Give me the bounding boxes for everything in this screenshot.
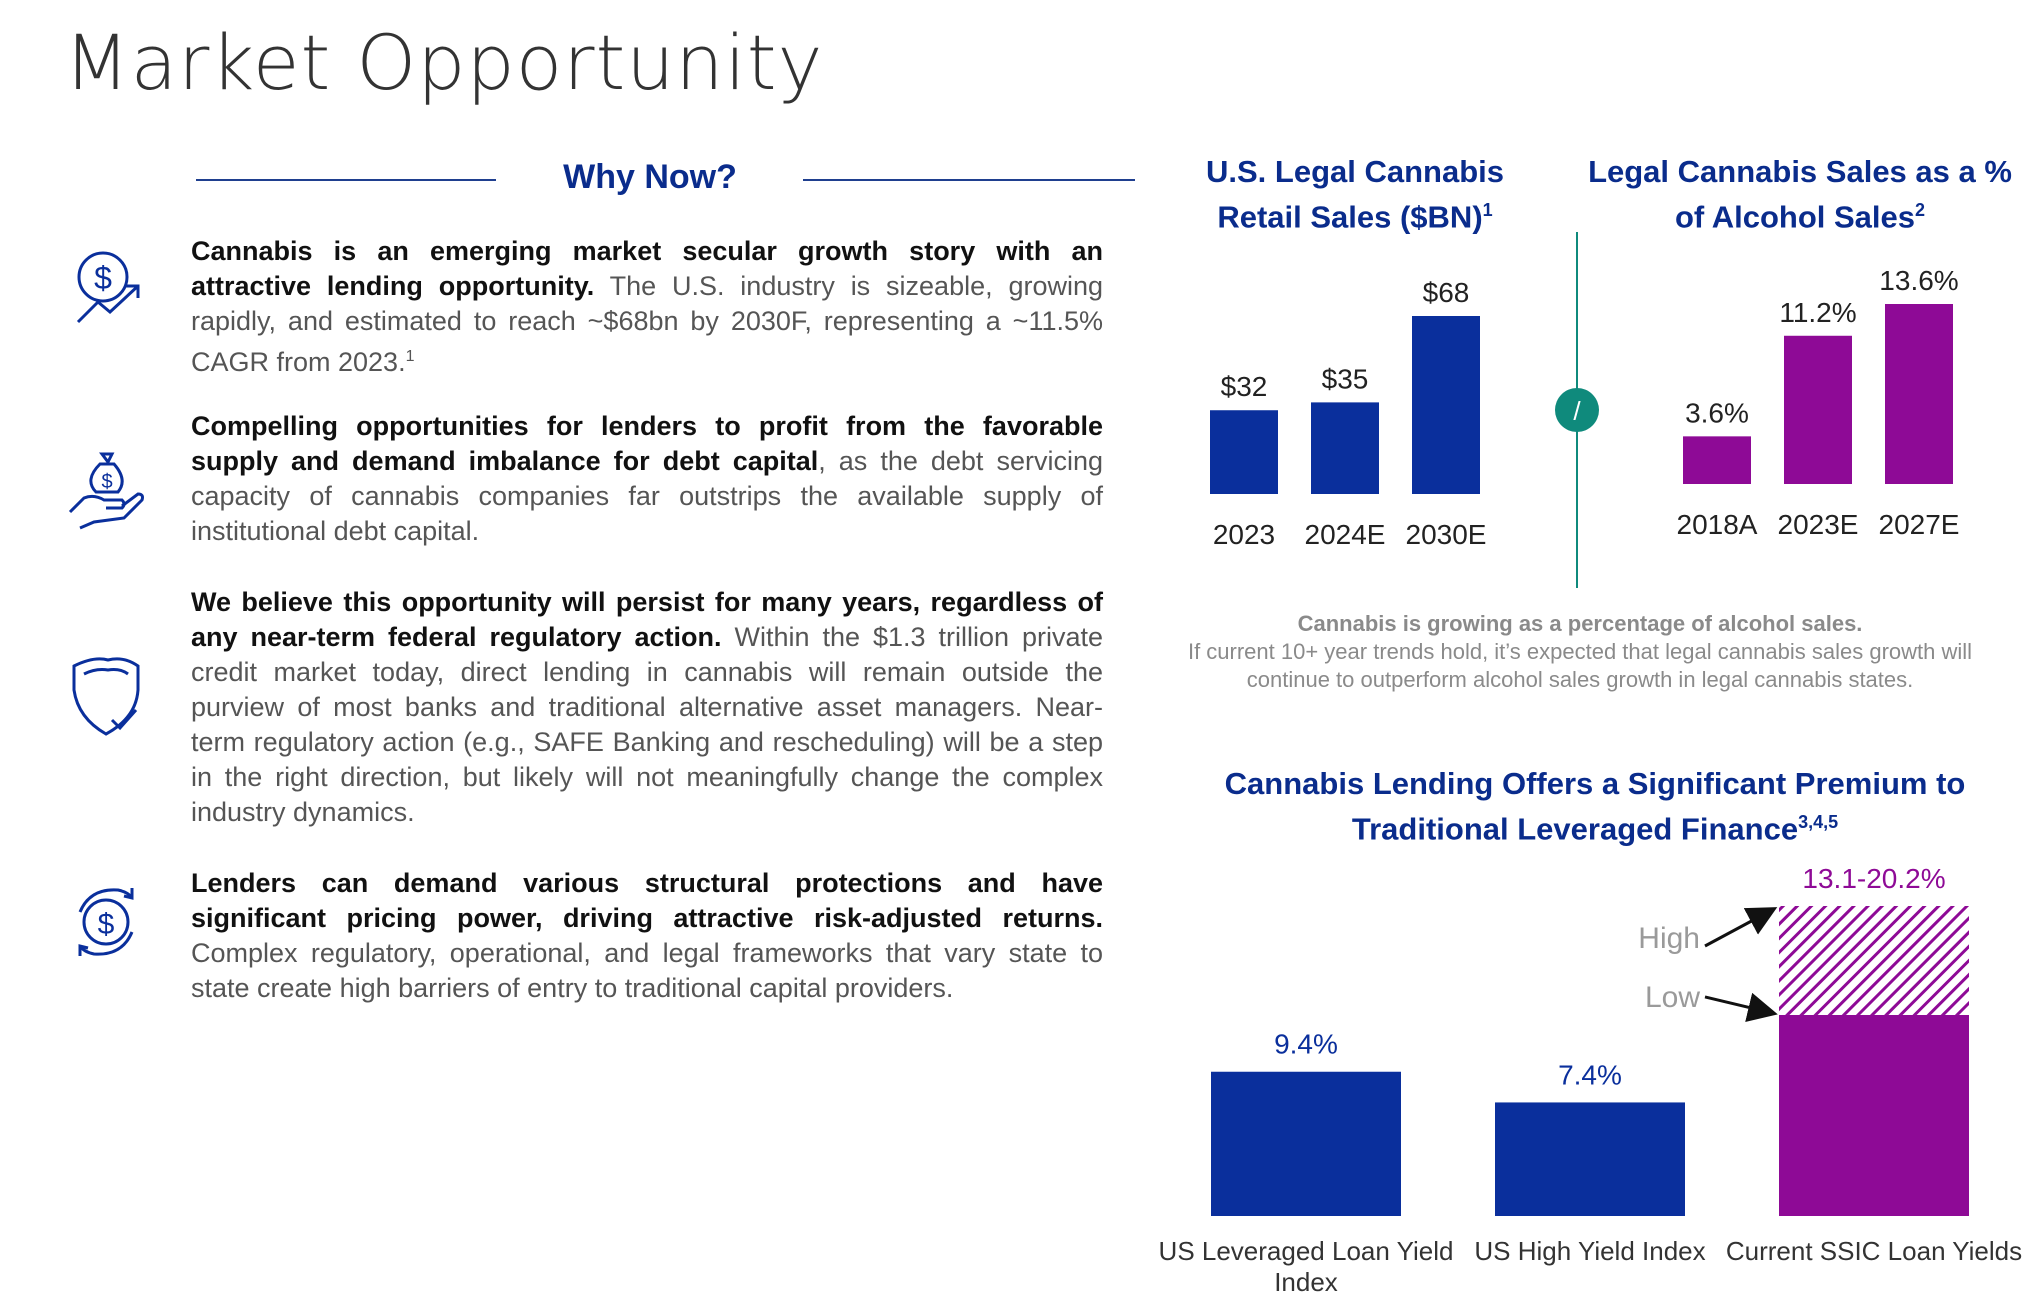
chart-2-title-text: Legal Cannabis Sales as a % of Alcohol S…: [1588, 154, 2012, 235]
chart-1-bar-1: [1210, 410, 1278, 494]
item-1-footnote: 1: [405, 348, 415, 365]
chart-3-category-label-3: Current SSIC Loan Yields: [1726, 1236, 2022, 1266]
money-bag-hand-icon: $: [66, 450, 146, 530]
chart-2-value-label-3: 13.6%: [1879, 265, 1958, 296]
why-now-rule-right: [803, 179, 1135, 181]
item-1-text: The U.S. industry is sizeable, growing r…: [191, 271, 1103, 377]
chart-3-arrow-high: [1704, 907, 1778, 948]
item-3-text: Within the $1.3 trillion private credit …: [191, 622, 1103, 827]
chart-1-category-label-2: 2024E: [1305, 519, 1386, 550]
dollar-growth-icon: $: [66, 244, 146, 324]
chart-3-value-label-3: 13.1-20.2%: [1802, 863, 1945, 894]
chart-1-category-label-3: 2030E: [1406, 519, 1487, 550]
chart-2-title: Legal Cannabis Sales as a % of Alcohol S…: [1580, 152, 2020, 236]
chart-2-bar-2: [1784, 335, 1852, 484]
chart-3-value-label-2: 7.4%: [1558, 1059, 1622, 1090]
item-3-bold: We believe this opportunity will persist…: [191, 587, 1103, 652]
chart-3-bar-3-range: [1779, 906, 1969, 1015]
chart-3-category-label-1: US Leveraged Loan Yield Index: [1159, 1236, 1454, 1292]
chart-1-value-label-2: $35: [1322, 363, 1369, 394]
chart-note-bold: Cannabis is growing as a percentage of a…: [1297, 611, 1863, 636]
why-now-rule-left: [196, 179, 496, 181]
why-now-heading: Why Now?: [563, 158, 737, 196]
divider-badge: [1555, 388, 1599, 432]
chart-2-category-label-1: 2018A: [1677, 509, 1758, 540]
why-now-item-4: Lenders can demand various structural pr…: [191, 866, 1103, 1006]
chart-3-bar-1: [1211, 1071, 1401, 1216]
chart-1-bar-2: [1311, 402, 1379, 494]
why-now-item-2: Compelling opportunities for lenders to …: [191, 409, 1103, 549]
divider-badge-text: /: [1573, 396, 1581, 426]
chart-1-value-label-3: $68: [1423, 277, 1470, 308]
why-now-item-3: We believe this opportunity will persist…: [191, 585, 1103, 830]
chart-3-annotation-low: Low: [1645, 981, 1700, 1014]
chart-3-title-footnote: 3,4,5: [1798, 812, 1839, 832]
page-title: Market Opportunity: [64, 18, 824, 107]
dollar-cycle-icon: $: [66, 882, 146, 962]
chart-2-category-label-3: 2027E: [1879, 509, 1960, 540]
chart-1-value-label-1: $32: [1221, 371, 1268, 402]
chart-note: Cannabis is growing as a percentage of a…: [1180, 610, 1980, 694]
chart-1-bar-3: [1412, 316, 1480, 494]
item-4-text: Complex regulatory, operational, and leg…: [191, 938, 1103, 1003]
chart-3-bar-3-low: [1779, 1014, 1969, 1216]
chart-3-title-text: Cannabis Lending Offers a Significant Pr…: [1224, 766, 1966, 847]
chart-2-bar-1: [1683, 436, 1751, 484]
chart-3-bar-2: [1495, 1102, 1685, 1216]
item-4-bold: Lenders can demand various structural pr…: [191, 868, 1103, 933]
chart-2-category-label-2: 2023E: [1778, 509, 1859, 540]
shield-check-icon: [66, 656, 146, 736]
item-2-bold: Compelling opportunities for lenders to …: [191, 411, 1103, 476]
chart-3-arrow-low: [1704, 992, 1778, 1022]
item-1-bold: Cannabis is an emerging market secular g…: [191, 236, 1103, 301]
chart-2-title-footnote: 2: [1915, 200, 1926, 220]
why-now-item-1: Cannabis is an emerging market secular g…: [191, 234, 1103, 380]
svg-text:$: $: [94, 260, 112, 296]
chart-2-value-label-2: 11.2%: [1779, 297, 1856, 328]
chart-3-category-label-2: US High Yield Index: [1474, 1236, 1705, 1266]
svg-text:$: $: [98, 908, 115, 941]
chart-1-title: U.S. Legal Cannabis Retail Sales ($BN)1: [1190, 152, 1520, 236]
chart-1-title-text: U.S. Legal Cannabis Retail Sales ($BN): [1205, 154, 1504, 235]
chart-2-bar-3: [1885, 304, 1953, 484]
chart-1-category-label-1: 2023: [1213, 519, 1275, 550]
chart-3-value-label-1: 9.4%: [1274, 1029, 1338, 1060]
chart-3-annotation-high: High: [1638, 922, 1700, 955]
chart-2-value-label-1: 3.6%: [1685, 397, 1749, 428]
chart-3-title: Cannabis Lending Offers a Significant Pr…: [1220, 764, 1970, 848]
item-2-text: , as the debt servicing capacity of cann…: [191, 446, 1103, 546]
chart-note-text: If current 10+ year trends hold, it’s ex…: [1187, 639, 1973, 692]
svg-text:$: $: [101, 471, 112, 493]
chart-1-title-footnote: 1: [1482, 200, 1493, 220]
